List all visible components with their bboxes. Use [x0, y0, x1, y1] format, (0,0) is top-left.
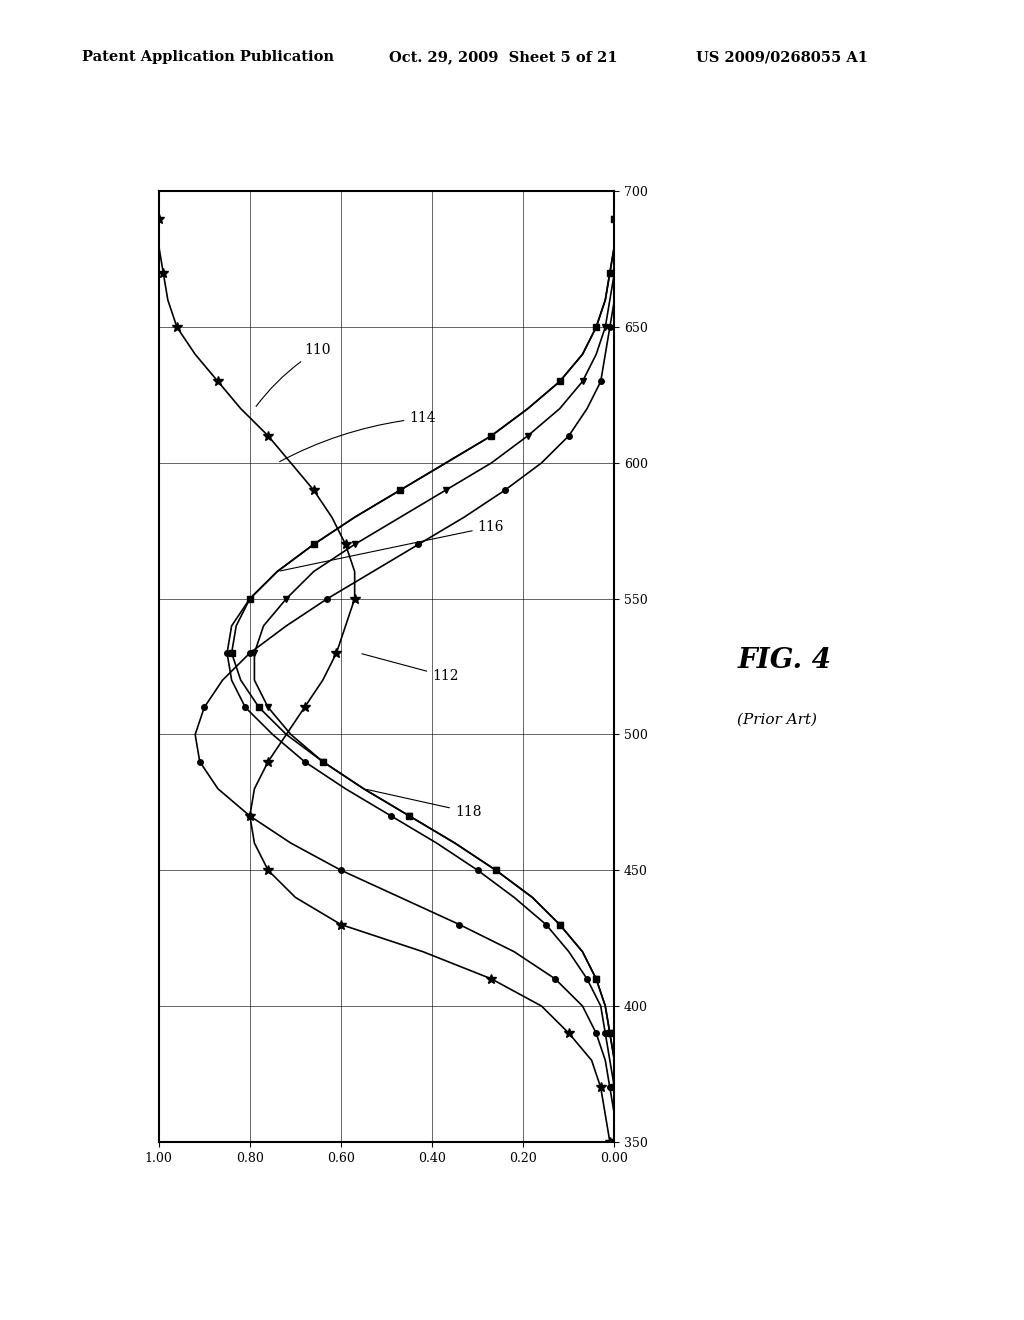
Text: 118: 118 [367, 789, 481, 818]
Text: 116: 116 [280, 520, 504, 572]
Text: US 2009/0268055 A1: US 2009/0268055 A1 [696, 50, 868, 65]
Text: 114: 114 [280, 412, 436, 462]
Text: 110: 110 [256, 343, 331, 407]
Text: FIG. 4: FIG. 4 [737, 647, 831, 673]
Text: Oct. 29, 2009  Sheet 5 of 21: Oct. 29, 2009 Sheet 5 of 21 [389, 50, 617, 65]
Text: 112: 112 [361, 653, 459, 684]
Text: (Prior Art): (Prior Art) [737, 713, 817, 726]
Text: Patent Application Publication: Patent Application Publication [82, 50, 334, 65]
